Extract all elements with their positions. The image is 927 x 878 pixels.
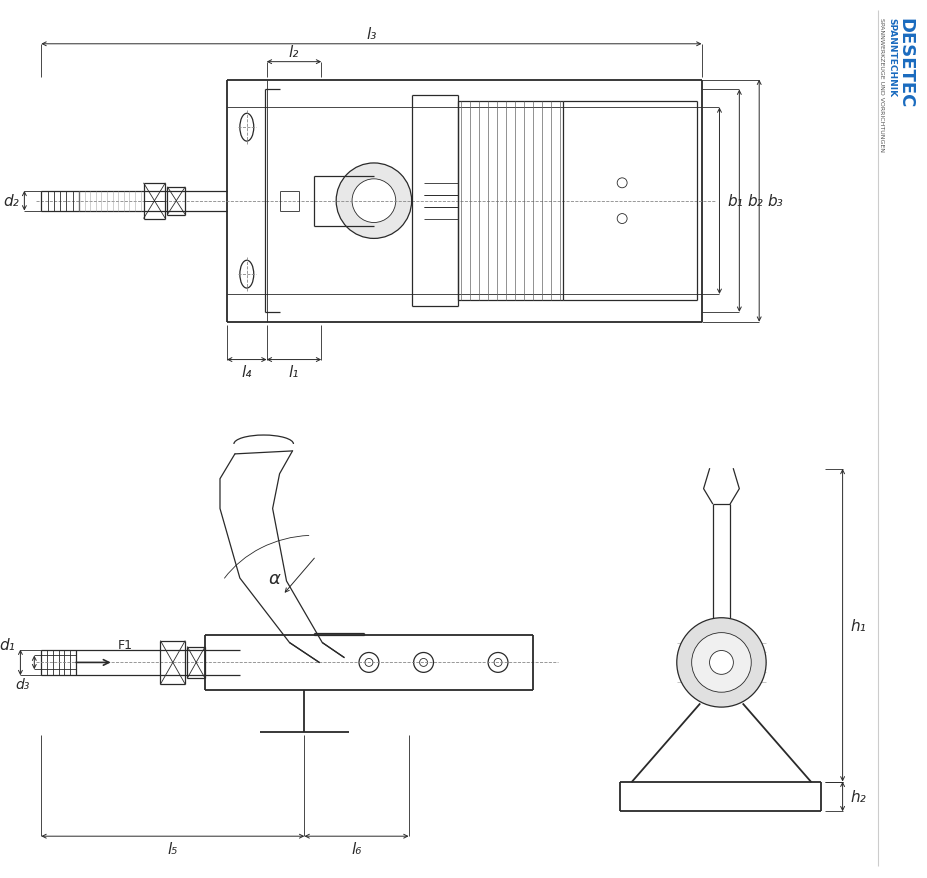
Circle shape (413, 652, 433, 673)
Circle shape (364, 658, 373, 666)
Text: l₃: l₃ (366, 27, 376, 42)
Ellipse shape (239, 261, 253, 289)
Circle shape (493, 658, 502, 666)
Circle shape (351, 180, 395, 223)
Circle shape (616, 214, 627, 224)
Circle shape (709, 651, 732, 674)
Text: l₁: l₁ (288, 364, 298, 379)
Circle shape (691, 633, 751, 693)
Text: b₃: b₃ (767, 194, 782, 209)
Circle shape (488, 652, 507, 673)
Text: d₃: d₃ (15, 678, 30, 692)
Circle shape (359, 652, 378, 673)
Text: b₁: b₁ (727, 194, 743, 209)
Text: h₂: h₂ (850, 789, 866, 804)
Text: h₁: h₁ (850, 618, 866, 633)
Text: F1: F1 (118, 638, 133, 651)
Circle shape (676, 618, 766, 708)
Text: l₄: l₄ (241, 364, 252, 379)
Text: d₂: d₂ (4, 194, 19, 209)
Ellipse shape (239, 114, 253, 142)
Circle shape (419, 658, 427, 666)
Text: DESETEC: DESETEC (895, 18, 913, 108)
Text: d₁: d₁ (0, 637, 16, 652)
Text: l₅: l₅ (168, 840, 178, 856)
Text: b₂: b₂ (746, 194, 762, 209)
Circle shape (616, 178, 627, 189)
Circle shape (336, 164, 412, 239)
Text: α: α (269, 569, 280, 587)
Text: SPANNWERKZEUGE UND VORRICHTUNGEN: SPANNWERKZEUGE UND VORRICHTUNGEN (878, 18, 883, 152)
Text: l₂: l₂ (288, 45, 298, 61)
Text: SPANNTECHNIK: SPANNTECHNIK (887, 18, 895, 97)
Text: l₆: l₆ (351, 840, 362, 856)
